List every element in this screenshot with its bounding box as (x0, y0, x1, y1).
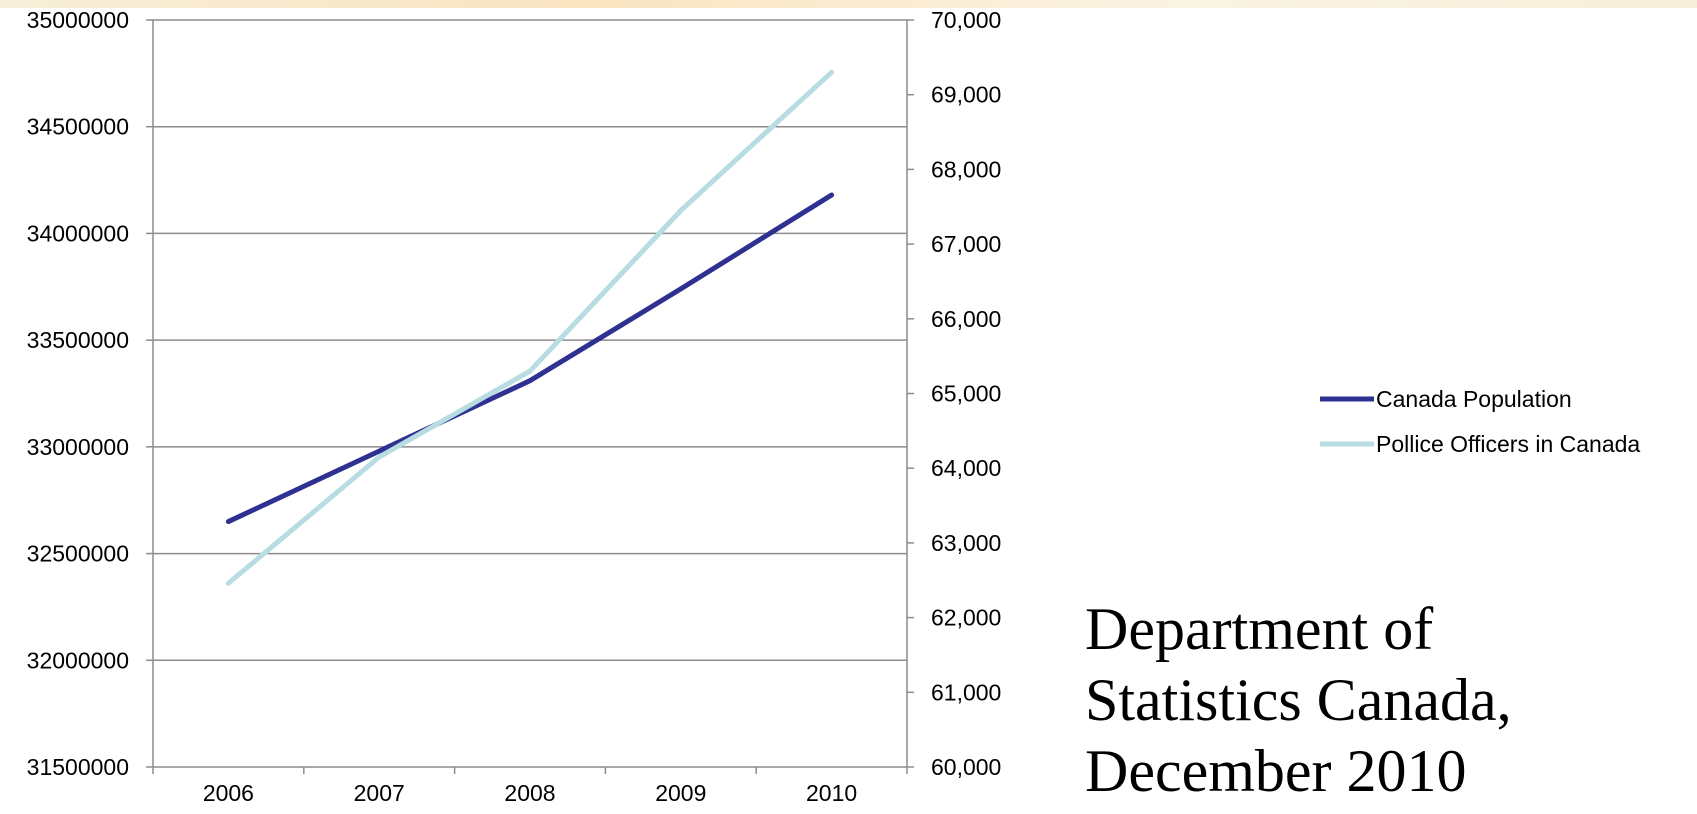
legend: Canada Population Pollice Officers in Can… (1320, 386, 1640, 457)
left-tick-label: 32000000 (27, 647, 129, 673)
x-tick-label: 2007 (354, 780, 405, 806)
source-line-1: Department of (1085, 596, 1434, 662)
right-tick-label: 69,000 (931, 82, 1001, 108)
left-tick-label: 34500000 (27, 114, 129, 140)
grid-lines (153, 19, 907, 662)
axes (152, 20, 908, 768)
right-axis-ticks: 70,000 69,000 68,000 67,000 66,000 65,000 64,0… (907, 7, 1001, 780)
left-tick-label: 33500000 (27, 327, 129, 353)
source-line-3: December 2010 (1085, 738, 1467, 804)
decorative-top-strip (0, 0, 1697, 8)
left-tick-label: 35000000 (27, 7, 129, 33)
source-line-2: Statistics Canada, (1085, 667, 1512, 733)
x-tick-label: 2008 (504, 780, 555, 806)
x-tick-label: 2006 (203, 780, 254, 806)
right-tick-label: 70,000 (931, 7, 1001, 33)
x-axis-ticks: 2006 2007 2008 2009 2010 (152, 767, 908, 806)
left-tick-label: 31500000 (27, 754, 129, 780)
right-tick-label: 61,000 (931, 679, 1001, 705)
series-line (225, 192, 835, 525)
series-lines (225, 69, 835, 586)
right-tick-label: 60,000 (931, 754, 1001, 780)
right-tick-label: 62,000 (931, 605, 1001, 631)
right-tick-label: 65,000 (931, 381, 1001, 407)
left-tick-label: 33000000 (27, 434, 129, 460)
left-axis-ticks: 35000000 34500000 34000000 33500000 33000000… (27, 7, 153, 780)
legend-label: Pollice Officers in Canada (1376, 431, 1640, 457)
left-tick-label: 32500000 (27, 541, 129, 567)
source-citation: Department of Statistics Canada, Decembe… (1085, 594, 1645, 807)
right-tick-label: 63,000 (931, 530, 1001, 556)
right-tick-label: 67,000 (931, 231, 1001, 257)
left-tick-label: 34000000 (27, 220, 129, 246)
right-tick-label: 68,000 (931, 156, 1001, 182)
x-tick-label: 2009 (655, 780, 706, 806)
x-tick-label: 2010 (806, 780, 857, 806)
series-line (225, 69, 835, 586)
right-tick-label: 64,000 (931, 455, 1001, 481)
right-tick-label: 66,000 (931, 306, 1001, 332)
legend-label: Canada Population (1376, 386, 1572, 412)
